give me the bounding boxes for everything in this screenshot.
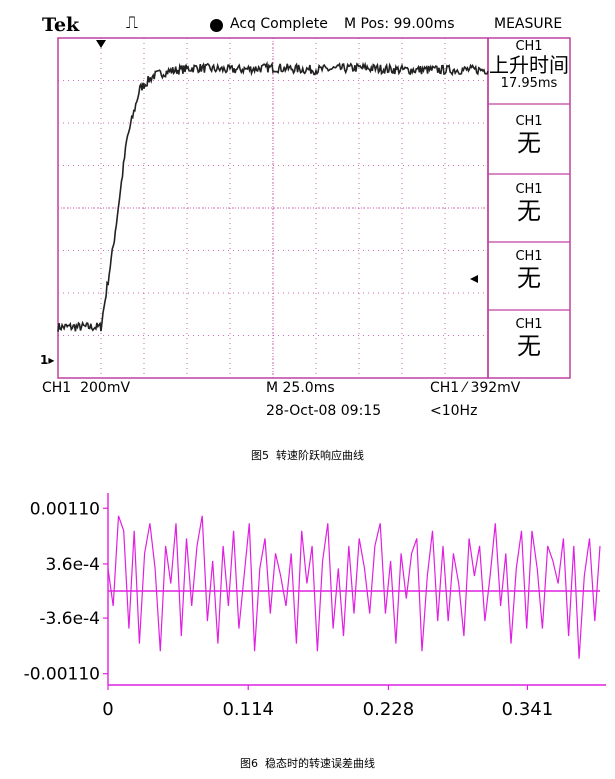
measure-slot: CH1 无 [488,243,570,309]
measure-channel: CH1 [515,249,543,264]
y-tick-label: 3.6e-4 [46,555,100,575]
x-tick-label: 0.341 [502,699,554,720]
trigger-icon: ⎍ [126,13,138,33]
brand-label: Tek [42,14,80,36]
measure-label: 无 [517,129,541,157]
measure-slot: CH1 无 [488,311,570,377]
measure-title: MEASURE [494,16,563,32]
figure6-caption: 图6 稳态时的转速误差曲线 [240,757,375,770]
measure-channel: CH1 [515,317,543,332]
scope-trace [57,60,489,332]
measure-channel: CH1 [515,114,543,129]
x-tick-label: 0 [102,699,113,720]
y-tick-label: 0.00110 [30,499,100,519]
acq-status: Acq Complete [230,16,328,32]
mpos-label: M Pos: 99.00ms [344,16,455,32]
y-tick-label: -0.00110 [24,665,100,685]
error-axes [107,493,606,686]
figure6: 0.00110 3.6e-4 -3.6e-4 -0.00110 0 0.114 0.228 0… [0,485,615,779]
acq-indicator-icon [210,19,223,32]
measure-value: 17.95ms [500,76,558,91]
measure-channel: CH1 [515,182,543,197]
measure-channel: CH1 [515,39,543,54]
error-series [107,515,601,659]
trigger-level-icon [470,275,478,283]
ch1-scale: CH1 200mV [42,380,131,396]
measure-slot: CH1 无 [488,176,570,242]
channel-marker: 1▸ [40,353,55,367]
trigger-position-icon [96,40,106,48]
y-tick-label: -3.6e-4 [39,609,100,629]
measure-slot: CH1 无 [488,108,570,174]
oscilloscope-screen [57,37,571,379]
figure5-caption: 图5 转速阶跃响应曲线 [251,449,364,462]
measure-label: 无 [517,197,541,225]
figure5: Tek ⎍ Acq Complete M Pos: 99.00ms MEASUR… [40,13,571,462]
measure-label: 无 [517,264,541,292]
x-tick-label: 0.114 [222,699,274,720]
measure-label: 上升时间 [489,53,569,77]
timebase: M 25.0ms [266,380,335,396]
x-tick-label: 0.228 [363,699,415,720]
measure-slot: CH1 上升时间 17.95ms [488,38,570,104]
trigger-readout: CH1 ⁄ 392mV [430,380,521,396]
scope-grid [57,37,571,379]
frequency-readout: <10Hz [430,403,478,419]
capture-date: 28-Oct-08 09:15 [266,403,382,419]
measure-label: 无 [517,332,541,360]
